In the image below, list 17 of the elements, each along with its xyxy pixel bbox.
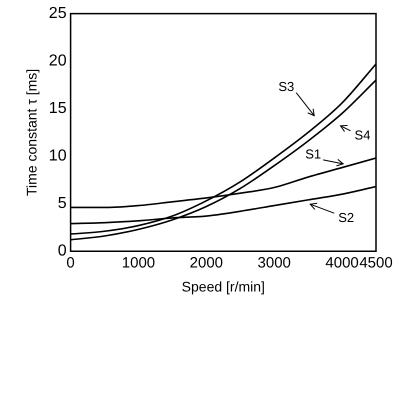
x-tick-label: 4500 (359, 254, 393, 272)
y-tick-label: 5 (58, 195, 67, 212)
annotation: S3 (278, 79, 294, 94)
y-tick-label: 25 (48, 5, 67, 22)
x-tick-label: 3000 (258, 254, 291, 272)
annotation: S2 (338, 210, 354, 225)
annotation: S1 (305, 146, 322, 162)
y-tick-label: 20 (48, 52, 67, 70)
annotation: S4 (354, 127, 370, 142)
y-tick-label: 0 (58, 242, 67, 260)
x-axis-title: Speed [r/min] (182, 278, 265, 294)
y-axis-title: Time constant τ [ms] (23, 68, 40, 196)
y-tick-label: 10 (48, 148, 67, 165)
x-tick-label: 4000 (325, 254, 359, 272)
x-tick-label: 1000 (122, 254, 156, 272)
x-tick-label: 2000 (190, 254, 224, 272)
y-tick-label: 15 (48, 100, 67, 118)
